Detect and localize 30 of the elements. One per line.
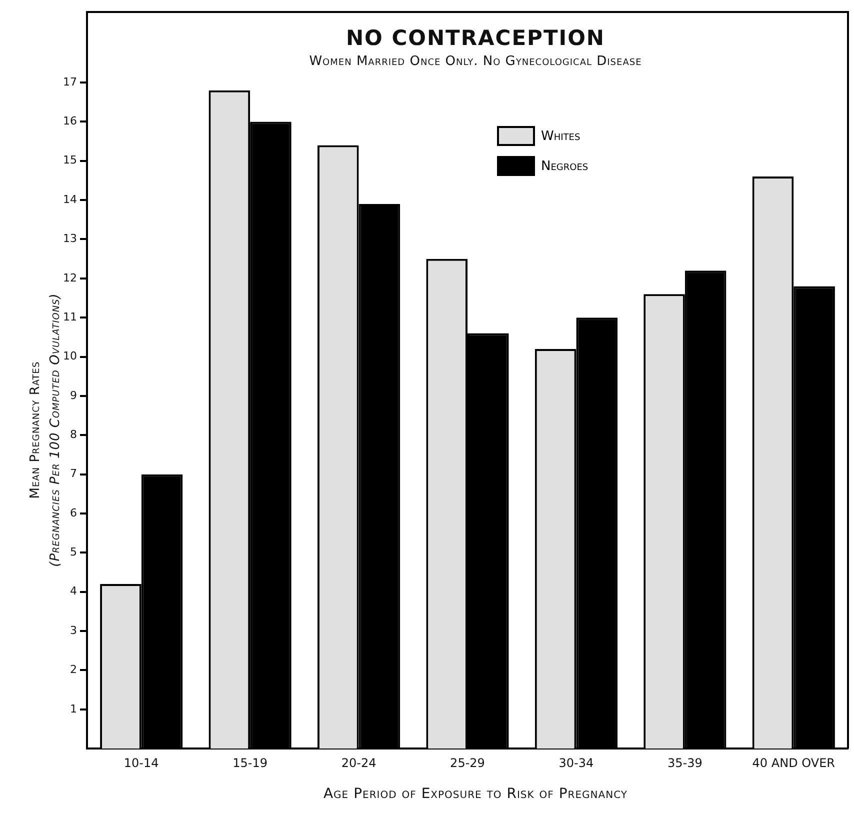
y-tick-label: 14 [62,192,77,206]
y-tick-label: 2 [70,663,77,676]
y-axis-title: Mean Pregnancy Rates (Pregnancies Per 100 Computed Ovulations) [27,293,64,567]
x-tick-label: 25-29 [450,756,485,770]
y-tick-label: 16 [62,114,77,128]
y-tick-label: 6 [70,506,77,520]
legend-label: Whites [541,128,580,144]
x-tick-label: 20-24 [341,756,376,770]
text: NO CONTRACEPTION [344,26,606,50]
y-tick-label: 17 [62,75,77,88]
x-tick-label: 10-14 [124,756,159,770]
y-tick-label: 15 [62,154,77,167]
legend-label: Negroes [541,158,588,174]
y-tick-label: 7 [70,467,77,480]
y-tick-label: 5 [70,546,77,559]
x-tick-label: 15-19 [232,756,268,770]
y-tick-label: 13 [62,232,77,246]
x-axis-title: Age Period of Exposure to Risk of Pregnancy [322,786,629,802]
text: Women Married Once Only. No Gynecological Disease [308,54,643,69]
y-tick-label: 3 [70,624,77,637]
y-tick-label: 9 [70,388,77,402]
x-tick-label: 40 AND OVER [752,756,835,770]
y-tick-label: 11 [62,310,77,324]
y-tick-label: 12 [62,271,77,284]
y-tick-label: 1 [70,702,77,716]
y-tick-label: 4 [70,584,77,598]
y-tick-label: 8 [70,428,77,442]
x-tick-label: 35-39 [667,756,702,770]
y-tick-label: 10 [62,350,77,363]
x-tick-label: 30-34 [558,756,594,770]
